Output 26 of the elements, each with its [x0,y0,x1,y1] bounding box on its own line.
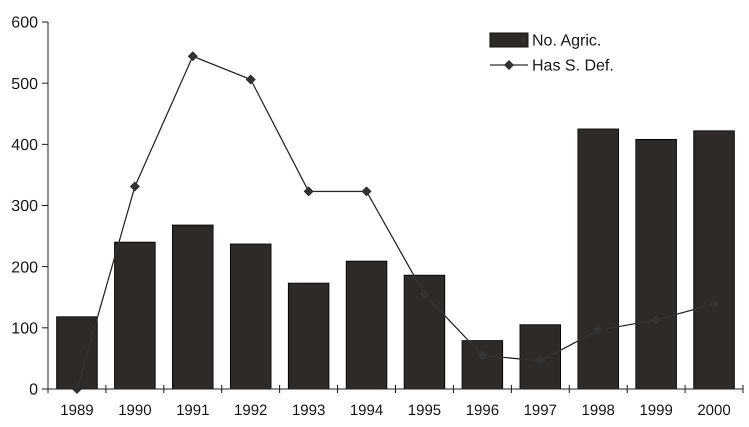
legend-label: Has S. Def. [532,58,614,75]
legend-label: No. Agric. [532,32,602,50]
x-tick-label: 1994 [350,402,384,419]
point [362,186,372,196]
y-tick-label: 300 [11,198,38,216]
x-tick-label: 1993 [292,402,326,419]
y-tick-label: 500 [11,76,38,93]
x-tick-label: 1989 [60,402,94,419]
point [246,74,256,84]
x-tick-label: 2000 [697,402,731,419]
x-tick-label: 1991 [176,402,210,419]
x-tick-label: 1992 [234,402,268,419]
y-tick-label: 400 [11,136,38,154]
y-tick-label: 100 [11,320,38,338]
x-tick-label: 1997 [524,402,557,419]
point [130,182,140,192]
x-tick-label: 1999 [639,402,673,419]
x-tick-label: 1996 [466,402,500,419]
y-tick-label: 0 [29,382,38,399]
x-tick-label: 1990 [118,402,152,419]
x-tick-label: 1995 [408,402,442,419]
y-tick-label: 200 [11,259,38,276]
y-tick-label: 600 [11,14,38,32]
point [304,186,314,196]
x-tick-label: 1998 [582,402,615,419]
point [188,51,198,62]
